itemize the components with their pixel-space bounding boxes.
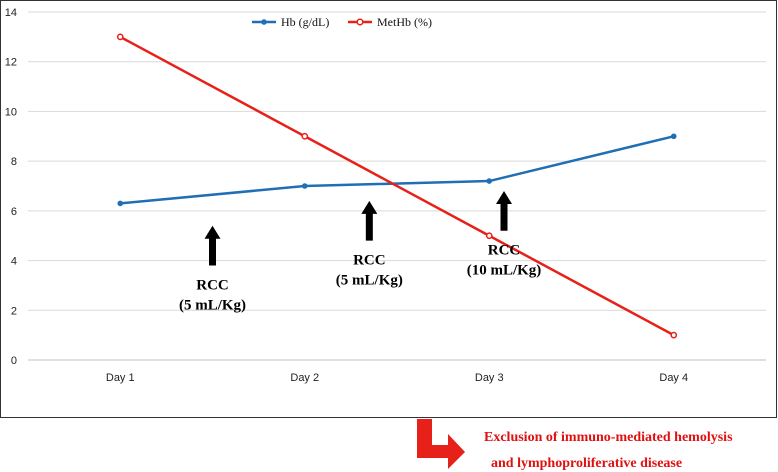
legend-methb-marker	[356, 18, 364, 26]
rcc-arrow	[204, 225, 221, 266]
rcc-label-line-2: (5 mL/Kg)	[179, 298, 246, 314]
methb-point	[670, 331, 678, 339]
rcc-label-line-2: (5 mL/Kg)	[336, 273, 403, 289]
legend: Hb (g/dL) MetHb (%)	[252, 15, 432, 29]
series-line-hb	[120, 135, 675, 205]
rcc-label-line-1: RCC	[353, 253, 386, 269]
y-tick-label: 6	[11, 206, 17, 218]
exclusion-line-2: and lymphoproliferative disease	[491, 456, 682, 471]
rcc-label-line-1: RCC	[488, 243, 521, 259]
x-tick-label: Day 1	[106, 372, 135, 384]
legend-hb-label: Hb (g/dL)	[281, 15, 329, 29]
methb-point	[116, 33, 124, 41]
y-tick-label: 2	[11, 305, 17, 317]
x-tick-label: Day 4	[659, 372, 688, 384]
y-tick-label: 0	[11, 355, 17, 367]
exclusion-arrow	[417, 419, 465, 469]
rcc-arrow	[361, 200, 378, 241]
rcc-label-line-2: (10 mL/Kg)	[467, 263, 542, 279]
legend-hb-marker	[261, 19, 267, 25]
chart-frame	[0, 0, 777, 418]
x-tick-label: Day 2	[290, 372, 319, 384]
y-tick-label: 14	[5, 7, 17, 19]
exclusion-line-1: Exclusion of immuno-mediated hemolysis	[484, 430, 733, 445]
hb-point	[117, 200, 124, 207]
y-tick-label: 12	[5, 57, 17, 69]
legend-methb-label: MetHb (%)	[377, 15, 432, 29]
hb-point	[486, 178, 493, 184]
rcc-label-line-1: RCC	[196, 278, 229, 294]
hb-point	[301, 183, 308, 189]
hb-point	[670, 133, 677, 140]
series-line-methb	[119, 35, 675, 337]
methb-point	[485, 232, 493, 240]
methb-point	[301, 132, 309, 140]
y-tick-label: 4	[11, 256, 17, 268]
y-tick-label: 8	[11, 156, 17, 168]
rcc-arrow	[496, 190, 513, 231]
y-tick-label: 10	[5, 106, 17, 118]
x-tick-label: Day 3	[475, 372, 504, 384]
